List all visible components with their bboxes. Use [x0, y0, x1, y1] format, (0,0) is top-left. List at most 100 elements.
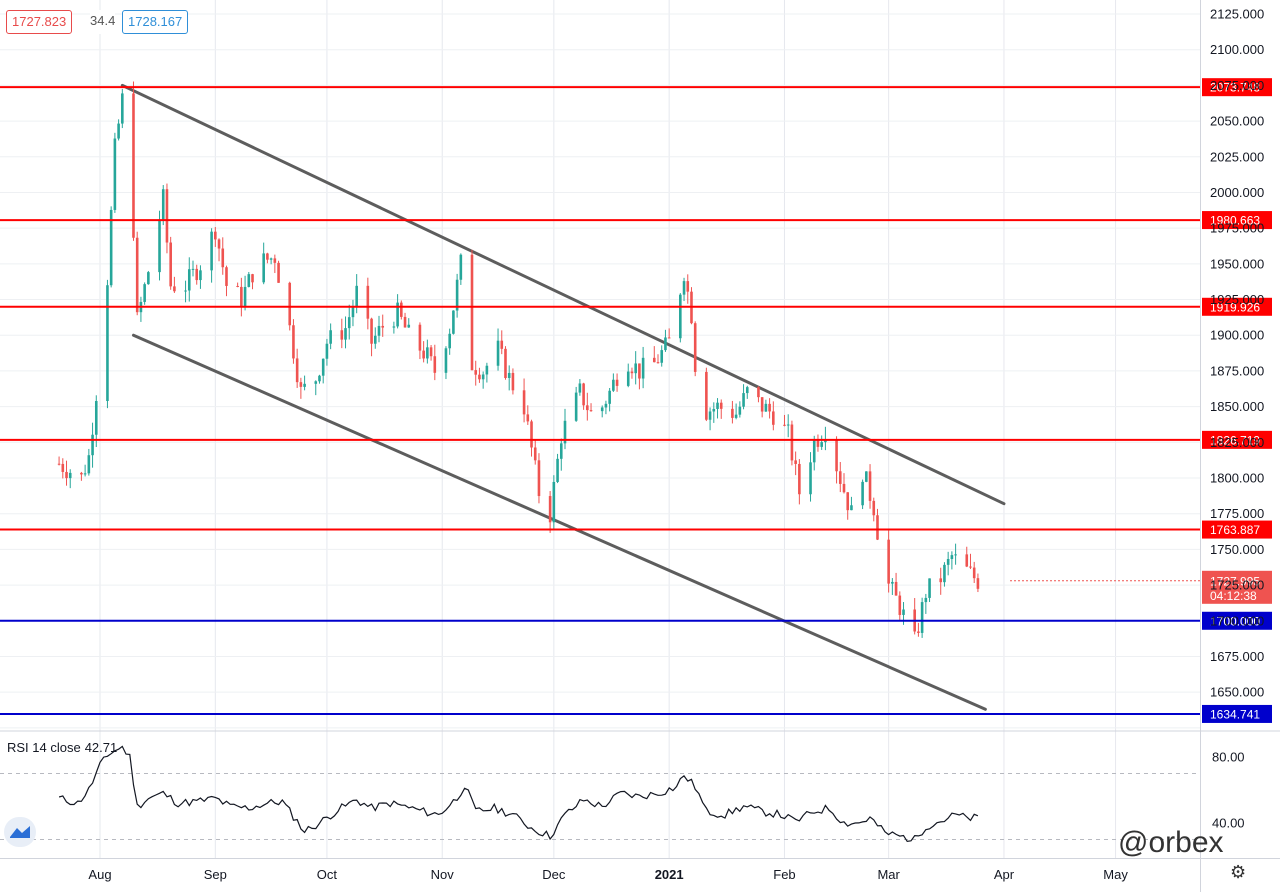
price-tick-label: 1725.000 — [1210, 578, 1264, 593]
price-tick-label: 1650.000 — [1210, 685, 1264, 700]
candle-up — [355, 285, 358, 307]
candle-up — [604, 403, 608, 408]
candle-up — [682, 281, 686, 295]
level-tag-label: 1980.663 — [1210, 214, 1260, 228]
ask-price-box[interactable]: 1728.167 — [122, 10, 189, 34]
price-tick-label: 1950.000 — [1210, 256, 1264, 271]
candle-down — [976, 578, 980, 589]
level-tag-1919.926 — [1202, 297, 1272, 316]
candle-up — [812, 440, 816, 463]
level-tag-1826.719 — [1202, 430, 1272, 449]
spread-value: 34.4 — [90, 10, 116, 34]
rsi-value: 42.71 — [84, 740, 118, 755]
candle-up — [902, 609, 905, 615]
rsi-legend[interactable]: RSI 14 close 42.71 — [7, 740, 117, 755]
candle-up — [861, 481, 864, 506]
price-tick-label: 2050.000 — [1210, 114, 1264, 129]
tradingview-logo-icon[interactable] — [4, 817, 36, 847]
candle-down — [295, 358, 299, 383]
candle-up — [314, 381, 318, 384]
candle-up — [809, 462, 812, 495]
candle-up — [734, 414, 738, 418]
price-tick-label: 1850.000 — [1210, 399, 1264, 414]
candle-down — [403, 316, 407, 328]
level-tag-1980.663 — [1202, 211, 1272, 230]
candle-down — [400, 302, 403, 317]
level-tag-label: 1700.000 — [1210, 614, 1260, 628]
candle-down — [225, 267, 228, 286]
candle-up — [954, 554, 957, 556]
price-tick-label: 1675.000 — [1210, 649, 1264, 664]
candle-up — [507, 372, 511, 378]
gear-icon[interactable]: ⚙ — [1230, 862, 1247, 882]
candle-up — [199, 270, 202, 281]
candle-up — [641, 357, 645, 379]
candle-up — [325, 343, 329, 359]
candle-up — [184, 290, 187, 292]
candle-down — [65, 471, 68, 479]
candle-up — [745, 387, 749, 394]
candle-down — [783, 424, 786, 426]
candle-down — [652, 357, 656, 363]
candle-up — [344, 328, 347, 340]
level-tag-label: 2073.748 — [1210, 81, 1260, 95]
candle-up — [563, 420, 567, 444]
candle-up — [117, 123, 120, 139]
candle-down — [898, 595, 902, 615]
candle-up — [679, 294, 682, 339]
candle-countdown-label: 04:12:38 — [1210, 589, 1257, 603]
upper-channel-line — [120, 83, 1006, 506]
level-tag-label: 1763.887 — [1210, 523, 1260, 537]
candle-down — [530, 421, 533, 448]
candle-up — [187, 269, 191, 291]
candle-up — [426, 347, 429, 359]
price-tick-label: 2075.000 — [1210, 78, 1264, 93]
candle-down — [846, 492, 850, 511]
candle-up — [373, 335, 377, 344]
bid-price-box[interactable]: 1727.823 — [6, 10, 73, 34]
level-tag-1700.000 — [1202, 611, 1272, 630]
level-tag-label: 1826.719 — [1210, 433, 1260, 447]
candle-down — [165, 189, 169, 243]
lower-channel-line — [131, 333, 987, 711]
price-tick-label: 1775.000 — [1210, 506, 1264, 521]
candle-up — [329, 330, 332, 344]
candle-up — [113, 138, 117, 210]
candle-down — [299, 382, 303, 387]
candle-up — [634, 363, 637, 374]
candle-down — [686, 281, 690, 292]
candle-down — [418, 324, 422, 351]
candle-up — [121, 93, 124, 124]
price-tick-label: 1700.000 — [1210, 613, 1264, 628]
candle-down — [173, 286, 176, 292]
candle-up — [94, 401, 98, 435]
candle-down — [340, 330, 344, 340]
candle-up — [351, 306, 355, 318]
candle-up — [738, 406, 742, 415]
time-tick-label: Aug — [88, 867, 111, 882]
rsi-name: RSI 14 close — [7, 740, 81, 755]
rsi-tick-label: 40.00 — [1212, 816, 1245, 831]
horizontal-levels: 2073.748 1980.663 1919.926 1826.719 1763.887… — [0, 78, 1272, 723]
orbex-watermark: @orbex — [1118, 826, 1224, 859]
candle-down — [794, 460, 797, 464]
price-tick-label: 1750.000 — [1210, 542, 1264, 557]
level-tag-1763.887 — [1202, 520, 1272, 539]
time-tick-label: May — [1103, 867, 1128, 882]
current-price-tag — [1202, 570, 1272, 604]
candle-up — [318, 375, 321, 382]
candle-down — [474, 370, 478, 375]
time-tick-label: Mar — [877, 867, 900, 882]
candle-down — [868, 471, 872, 501]
rsi-tick-label: 80.00 — [1212, 750, 1245, 765]
price-tick-label: 1825.000 — [1210, 435, 1264, 450]
candle-up — [891, 581, 894, 584]
candle-up — [459, 254, 463, 280]
candle-down — [887, 539, 890, 584]
candle-down — [790, 424, 794, 461]
candle-down — [835, 439, 838, 472]
price-tick-label: 1975.000 — [1210, 221, 1264, 236]
candle-up — [559, 443, 563, 459]
candle-down — [876, 515, 879, 540]
